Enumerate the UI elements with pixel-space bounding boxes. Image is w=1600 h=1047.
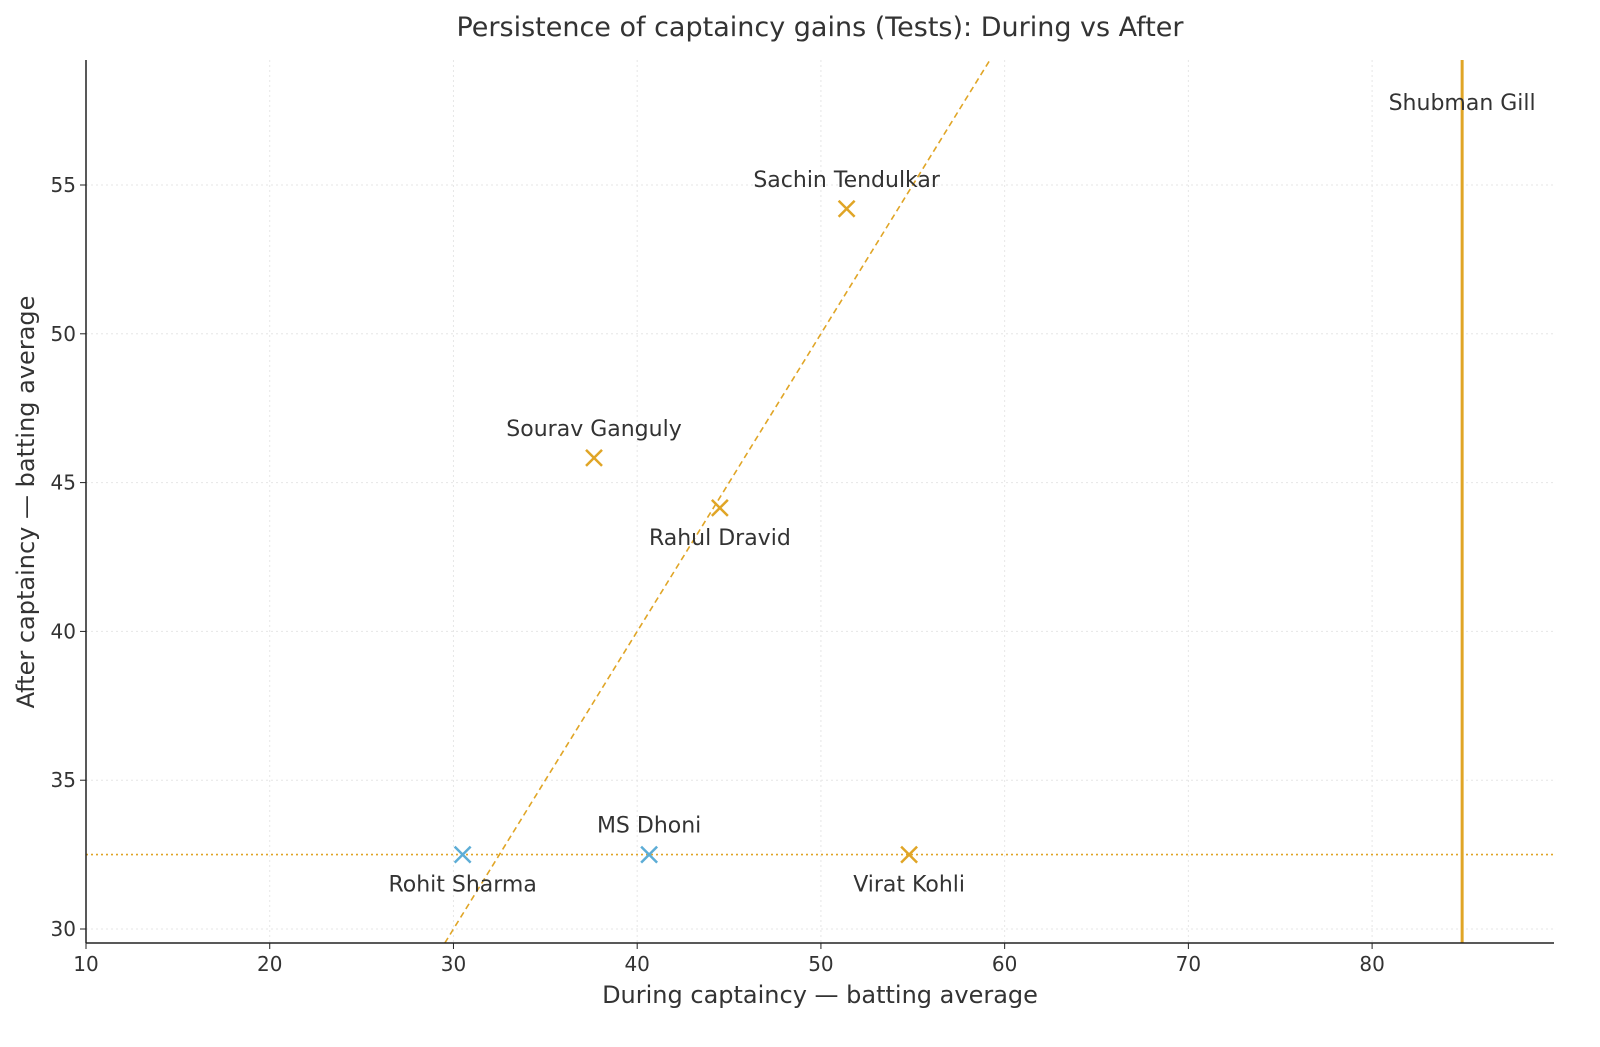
x-marker bbox=[640, 845, 659, 864]
x-marker bbox=[585, 449, 603, 467]
data-point bbox=[837, 199, 856, 218]
data-point bbox=[710, 499, 729, 517]
x-marker bbox=[710, 499, 729, 517]
point-label: Sachin Tendulkar bbox=[753, 168, 941, 193]
reference-lines bbox=[86, 59, 1554, 944]
x-marker bbox=[900, 845, 918, 864]
data-point bbox=[640, 845, 659, 864]
data-points: Shubman Gill Sachin Tendulkar Sourav Gangu… bbox=[388, 91, 1535, 898]
x-tick-label: 30 bbox=[441, 952, 466, 976]
y-tick-label: 35 bbox=[51, 768, 76, 792]
data-point bbox=[585, 449, 603, 467]
y-tick-label: 50 bbox=[51, 322, 76, 346]
x-tick-label: 60 bbox=[992, 952, 1017, 976]
point-label: Virat Kohli bbox=[853, 873, 965, 898]
chart-title: Persistence of captaincy gains (Tests): … bbox=[456, 12, 1184, 43]
x-tick-label: 40 bbox=[624, 952, 649, 976]
grid bbox=[86, 60, 1554, 943]
x-tick-label: 10 bbox=[73, 952, 98, 976]
data-point bbox=[453, 845, 472, 864]
point-label: MS Dhoni bbox=[597, 814, 701, 839]
y-tick-label: 45 bbox=[51, 471, 76, 495]
point-label: Shubman Gill bbox=[1389, 91, 1536, 116]
y-tick-label: 40 bbox=[51, 619, 76, 643]
axes: 10 20 30 40 50 60 70 80 30 35 40 45 50 55 bbox=[51, 60, 1554, 976]
x-axis-label: During captaincy — batting average bbox=[602, 981, 1038, 1009]
data-point bbox=[900, 845, 918, 864]
point-label: Rohit Sharma bbox=[388, 873, 536, 898]
parity-line bbox=[444, 59, 991, 944]
x-marker bbox=[837, 199, 856, 218]
x-tick-label: 50 bbox=[808, 952, 833, 976]
y-axis-label: After captaincy — batting average bbox=[12, 296, 40, 709]
x-tick-label: 70 bbox=[1176, 952, 1201, 976]
x-marker bbox=[453, 845, 472, 864]
y-tick-label: 55 bbox=[51, 173, 76, 197]
point-label: Sourav Ganguly bbox=[506, 417, 681, 442]
x-tick-label: 20 bbox=[257, 952, 282, 976]
y-tick-label: 30 bbox=[51, 917, 76, 941]
x-tick-label: 80 bbox=[1359, 952, 1384, 976]
point-label: Rahul Dravid bbox=[649, 526, 791, 551]
